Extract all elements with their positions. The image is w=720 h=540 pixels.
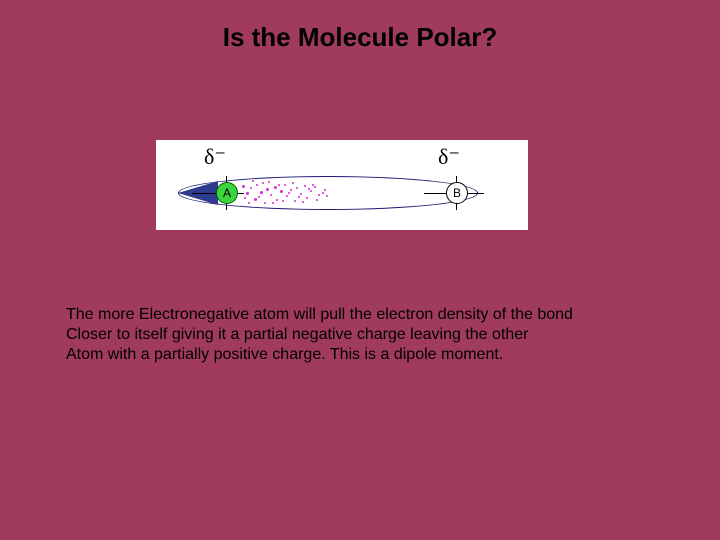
- atom-a: A: [216, 182, 238, 204]
- atom-b: B: [446, 182, 468, 204]
- slide: Is the Molecule Polar? δ⁻ δ⁻ A B The mor…: [0, 0, 720, 540]
- body-line-2: Closer to itself giving it a partial neg…: [66, 325, 676, 345]
- dipole-diagram: δ⁻ δ⁻ A B: [156, 140, 528, 230]
- body-line-1: The more Electronegative atom will pull …: [66, 305, 676, 325]
- body-text: The more Electronegative atom will pull …: [66, 305, 676, 365]
- dipole-arrowhead: [156, 140, 256, 230]
- diagram-inner: δ⁻ δ⁻ A B: [156, 140, 528, 230]
- atom-b-label: B: [453, 186, 461, 200]
- body-line-3: Atom with a partially positive charge. T…: [66, 345, 676, 365]
- slide-title: Is the Molecule Polar?: [0, 22, 720, 53]
- atom-a-label: A: [223, 186, 231, 200]
- partial-charge-b-label: δ⁻: [438, 144, 460, 170]
